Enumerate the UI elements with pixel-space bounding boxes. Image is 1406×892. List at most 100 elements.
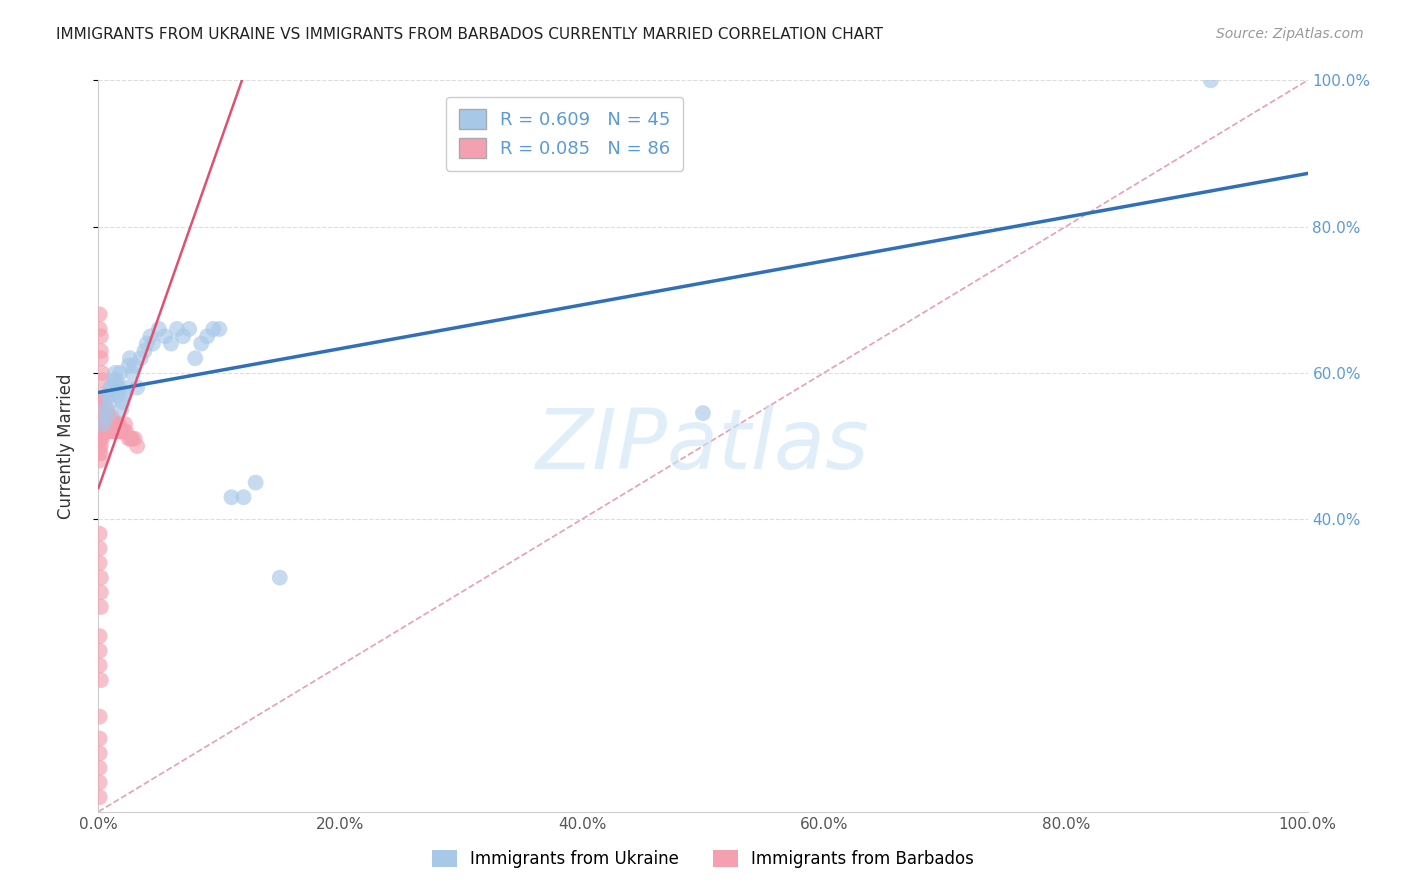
Point (692, 406, 714, 420)
Point (90, 425, 112, 439)
Point (89, 439, 111, 453)
Point (127, 380, 149, 394)
Point (96, 417, 118, 431)
Text: IMMIGRANTS FROM UKRAINE VS IMMIGRANTS FROM BARBADOS CURRENTLY MARRIED CORRELATIO: IMMIGRANTS FROM UKRAINE VS IMMIGRANTS FR… (56, 27, 883, 42)
Point (89, 658, 111, 673)
Point (91, 366, 114, 380)
Point (89, 322, 111, 336)
Point (91, 395, 114, 409)
Point (89, 775, 111, 789)
Point (105, 417, 128, 431)
Point (124, 359, 146, 373)
Point (208, 322, 231, 336)
Point (114, 417, 136, 431)
Point (184, 351, 207, 366)
Point (100, 388, 122, 402)
Point (93, 402, 115, 417)
Point (97, 409, 120, 424)
Point (98, 409, 121, 424)
Point (142, 336, 165, 351)
Point (110, 425, 132, 439)
Point (96, 409, 118, 424)
Point (91, 425, 114, 439)
Point (91, 395, 114, 409)
Point (90, 432, 112, 446)
Point (100, 409, 122, 424)
Point (120, 432, 142, 446)
Point (245, 475, 267, 490)
Point (91, 417, 114, 431)
Point (1199, 73, 1222, 87)
Point (90, 439, 112, 453)
Point (96, 409, 118, 424)
Point (89, 446, 111, 460)
Point (202, 322, 225, 336)
Point (115, 425, 138, 439)
Point (121, 366, 143, 380)
Point (153, 329, 176, 343)
Point (90, 446, 112, 460)
Text: ZIPatlas: ZIPatlas (536, 406, 870, 486)
Point (94, 425, 117, 439)
Point (110, 402, 132, 417)
Point (100, 417, 122, 431)
Point (107, 388, 129, 402)
Point (179, 322, 201, 336)
Point (91, 388, 114, 402)
Point (94, 417, 117, 431)
Point (221, 490, 243, 504)
Point (90, 417, 112, 431)
Point (89, 761, 111, 775)
Point (108, 417, 131, 431)
Point (94, 409, 117, 424)
Point (114, 388, 136, 402)
Point (269, 571, 291, 585)
Point (139, 329, 162, 343)
Point (93, 417, 115, 431)
Point (89, 307, 111, 321)
Point (89, 746, 111, 760)
Point (118, 351, 141, 366)
Point (91, 409, 114, 424)
Point (135, 336, 157, 351)
Point (108, 380, 131, 394)
Point (90, 351, 112, 366)
Point (94, 402, 117, 417)
Point (89, 644, 111, 658)
Legend: R = 0.609   N = 45, R = 0.085   N = 86: R = 0.609 N = 45, R = 0.085 N = 86 (446, 96, 683, 170)
Point (90, 343, 112, 358)
Point (90, 329, 112, 343)
Point (89, 453, 111, 467)
Point (91, 432, 114, 446)
Point (103, 425, 125, 439)
Point (121, 432, 143, 446)
Point (97, 388, 120, 402)
Point (232, 490, 254, 504)
Text: Source: ZipAtlas.com: Source: ZipAtlas.com (1216, 27, 1364, 41)
Point (100, 425, 122, 439)
Point (91, 417, 114, 431)
Point (118, 359, 141, 373)
Point (89, 790, 111, 805)
Point (89, 432, 111, 446)
Point (91, 402, 114, 417)
Point (89, 425, 111, 439)
Point (127, 439, 149, 453)
Point (124, 432, 146, 446)
Point (117, 380, 139, 394)
Point (89, 629, 111, 643)
Point (89, 409, 111, 424)
Point (190, 336, 212, 351)
Point (97, 425, 120, 439)
Point (97, 417, 120, 431)
Point (111, 395, 134, 409)
Point (90, 585, 112, 599)
Point (107, 417, 129, 431)
Point (101, 417, 124, 431)
Point (118, 432, 141, 446)
Point (96, 402, 118, 417)
Point (129, 351, 152, 366)
Point (105, 373, 128, 387)
Point (91, 409, 114, 424)
Point (91, 409, 114, 424)
